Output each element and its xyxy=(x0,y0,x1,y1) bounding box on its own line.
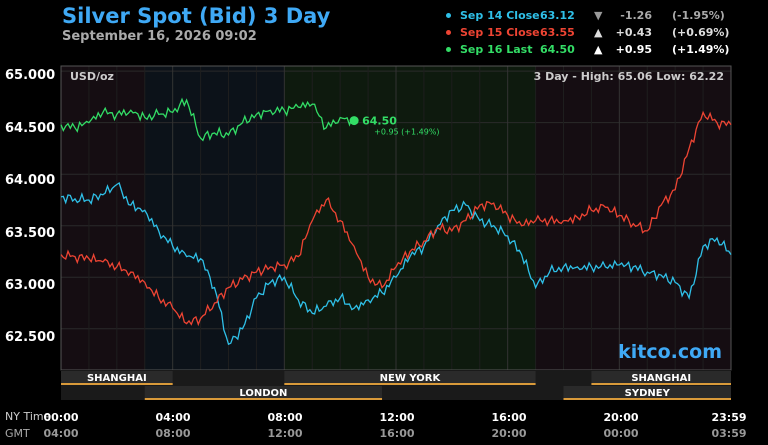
y-tick-label: 64.000 xyxy=(5,173,56,188)
x-tick-gmt: 08:00 xyxy=(155,427,191,440)
x-tick-ny: 12:00 xyxy=(379,411,415,424)
current-change-label: +0.95 (+1.49%) xyxy=(374,128,439,137)
y-tick-label: 64.500 xyxy=(5,121,56,136)
series-lines xyxy=(60,97,732,346)
legend-value: 63.12 xyxy=(540,9,575,22)
series-line-sep-15-close xyxy=(60,110,732,327)
session-label-sydney: SYDNEY xyxy=(625,388,671,399)
session-bg-asia xyxy=(61,66,145,370)
legend-dot xyxy=(446,13,451,18)
range-label: 3 Day - High: 65.06 Low: 62.22 xyxy=(534,70,724,83)
series-line-sep-16-last xyxy=(60,97,355,142)
chart-grid xyxy=(60,66,732,370)
y-tick-label: 63.000 xyxy=(5,278,56,293)
session-underline-sydney xyxy=(563,398,731,400)
x-tick-ny: 08:00 xyxy=(267,411,303,424)
session-bar-shanghai2 xyxy=(591,371,731,383)
x-tick-gmt: 16:00 xyxy=(379,427,415,440)
legend-name: Sep 15 Close xyxy=(460,26,540,39)
x-tick-gmt: 03:59 xyxy=(711,427,747,440)
series-line-sep-14-close xyxy=(60,182,732,346)
ny-time-label: NY Time xyxy=(5,410,51,423)
session-label-shanghai2: SHANGHAI xyxy=(631,373,691,384)
legend-value: 63.55 xyxy=(540,26,575,39)
watermark-logo: kitco.com xyxy=(618,341,722,363)
legend-change: +0.43 xyxy=(615,26,652,39)
y-tick-label: 62.500 xyxy=(5,330,56,345)
legend-value: 64.50 xyxy=(540,43,575,56)
unit-label: USD/oz xyxy=(70,70,114,83)
up-arrow-icon: ▲ xyxy=(594,26,603,39)
session-underline-shanghai xyxy=(61,383,173,385)
x-tick-ny: 00:00 xyxy=(43,411,79,424)
session-label-new_york: NEW YORK xyxy=(380,373,442,384)
up-arrow-icon: ▲ xyxy=(594,43,603,56)
y-tick-label: 65.000 xyxy=(5,68,56,83)
legend-pct: (-1.95%) xyxy=(672,9,725,22)
y-tick-label: 63.500 xyxy=(5,226,56,241)
legend-pct: (+0.69%) xyxy=(672,26,730,39)
session-bar-sydney xyxy=(563,386,731,398)
down-arrow-icon: ▼ xyxy=(594,9,603,22)
x-tick-ny: 16:00 xyxy=(491,411,527,424)
x-tick-gmt: 00:00 xyxy=(603,427,639,440)
session-bg-america xyxy=(284,66,536,370)
current-price-label: 64.50 xyxy=(362,115,397,128)
session-underline-london xyxy=(144,398,383,400)
session-bg-evening xyxy=(536,66,731,370)
legend-dot xyxy=(446,30,451,35)
session-label-london: LONDON xyxy=(239,388,287,399)
session-underline-shanghai2 xyxy=(591,383,731,385)
x-tick-gmt: 12:00 xyxy=(267,427,303,440)
session-label-shanghai: SHANGHAI xyxy=(87,373,147,384)
gmt-label: GMT xyxy=(5,427,30,440)
x-tick-ny: 20:00 xyxy=(603,411,639,424)
legend-dot xyxy=(446,47,451,52)
legend-name: Sep 14 Close xyxy=(460,9,540,22)
legend-change: -1.26 xyxy=(620,9,652,22)
legend-change: +0.95 xyxy=(615,43,652,56)
legend-name: Sep 16 Last xyxy=(460,43,533,56)
session-underline-new_york xyxy=(284,383,536,385)
session-bar-london xyxy=(144,386,383,398)
x-tick-ny: 04:00 xyxy=(155,411,191,424)
chart-title: Silver Spot (Bid) 3 Day xyxy=(62,4,331,28)
x-tick-gmt: 20:00 xyxy=(491,427,527,440)
x-tick-ny: 23:59 xyxy=(711,411,747,424)
session-bar-shanghai xyxy=(61,371,173,383)
legend-pct: (+1.49%) xyxy=(672,43,730,56)
chart-timestamp: September 16, 2026 09:02 xyxy=(62,29,257,44)
x-tick-gmt: 04:00 xyxy=(43,427,79,440)
current-price-marker xyxy=(349,116,359,126)
session-bars: SHANGHAI NEW YORK SHANGHAI LONDON SYDNEY xyxy=(61,371,731,400)
session-bar-new_york xyxy=(284,371,536,383)
